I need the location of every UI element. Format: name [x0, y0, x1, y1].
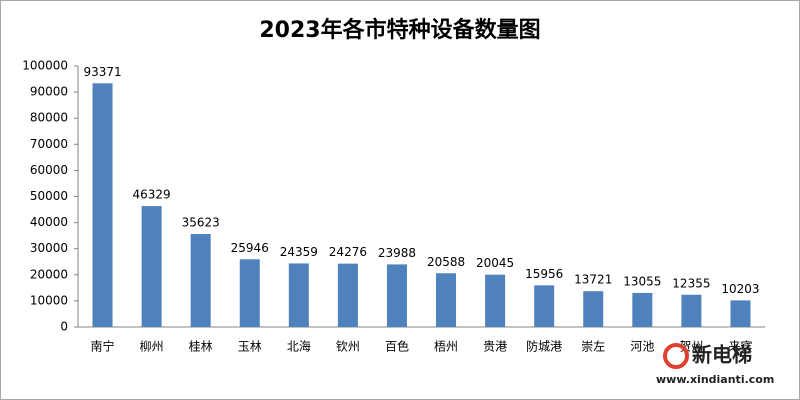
bar: [681, 294, 702, 327]
value-label: 24359: [280, 245, 318, 259]
x-tick-label: 崇左: [581, 339, 605, 354]
watermark-logo: [663, 343, 689, 369]
y-tick-label: 70000: [30, 137, 68, 151]
x-tick-label: 南宁: [91, 339, 115, 354]
x-tick-label: 钦州: [336, 340, 360, 354]
y-tick-label: 80000: [30, 111, 68, 125]
x-tick-label: 河池: [630, 340, 654, 354]
bar: [190, 234, 211, 327]
value-label: 13721: [574, 273, 612, 287]
value-label: 20045: [476, 256, 514, 270]
y-tick-label: 40000: [30, 215, 68, 229]
y-tick-label: 30000: [30, 241, 68, 255]
x-tick-label: 北海: [287, 339, 311, 354]
x-tick-label: 贵港: [483, 340, 507, 354]
value-label: 35623: [182, 216, 220, 230]
value-label: 25946: [231, 241, 269, 255]
watermark-brand: 新电梯: [692, 343, 752, 367]
watermark-url: www.xindianti.com: [656, 373, 774, 386]
value-label: 10203: [721, 282, 759, 296]
bar: [436, 273, 457, 327]
x-tick-label: 柳州: [140, 340, 164, 354]
value-label: 46329: [133, 188, 171, 202]
value-label: 24276: [329, 245, 367, 259]
value-label: 93371: [83, 65, 121, 79]
y-tick-label: 50000: [30, 189, 68, 203]
y-tick-label: 90000: [30, 85, 68, 99]
bar: [534, 285, 555, 327]
bar: [337, 263, 358, 327]
y-tick-label: 0: [60, 320, 68, 334]
y-tick-label: 10000: [30, 293, 68, 307]
x-tick-label: 防城港: [526, 339, 562, 354]
bar: [386, 264, 407, 327]
bar: [730, 300, 751, 327]
bar: [239, 259, 260, 327]
bar: [485, 274, 506, 327]
y-tick-label: 60000: [30, 163, 68, 177]
value-label: 12355: [672, 276, 710, 290]
y-tick-label: 100000: [22, 59, 68, 73]
bar: [141, 206, 162, 327]
x-tick-label: 来宾: [728, 339, 752, 354]
x-tick-label: 百色: [385, 340, 409, 354]
bar: [632, 292, 653, 327]
chart-title: 2023年各市特种设备数量图: [259, 17, 540, 43]
x-tick-label: 梧州: [434, 339, 458, 354]
y-tick-label: 20000: [30, 267, 68, 281]
value-label: 13055: [623, 274, 661, 288]
watermark: 新电梯 www.xindianti.com: [656, 343, 774, 387]
bar: [92, 83, 113, 327]
value-label: 15956: [525, 267, 563, 281]
x-tick-label: 桂林: [189, 339, 213, 354]
value-label: 23988: [378, 246, 416, 260]
bar: [288, 263, 309, 327]
x-tick-label: 玉林: [238, 340, 262, 354]
value-label: 20588: [427, 255, 465, 269]
bar: [583, 291, 604, 327]
